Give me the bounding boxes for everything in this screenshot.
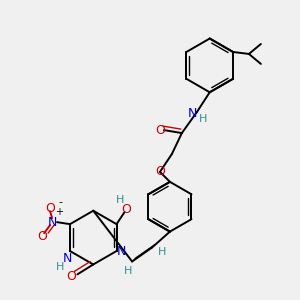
Text: N: N [117,244,126,257]
Text: H: H [158,247,166,256]
Text: O: O [45,202,55,215]
Text: O: O [122,203,131,216]
Text: +: + [55,207,63,217]
Text: N: N [188,107,197,120]
Text: H: H [199,114,207,124]
Text: O: O [37,230,47,243]
Text: O: O [66,270,76,283]
Text: O: O [155,124,165,136]
Text: H: H [116,195,125,205]
Text: O: O [155,165,165,178]
Text: H: H [56,262,64,272]
Text: N: N [62,253,72,266]
Text: -: - [58,197,62,207]
Text: N: N [47,216,57,229]
Text: H: H [124,266,132,276]
